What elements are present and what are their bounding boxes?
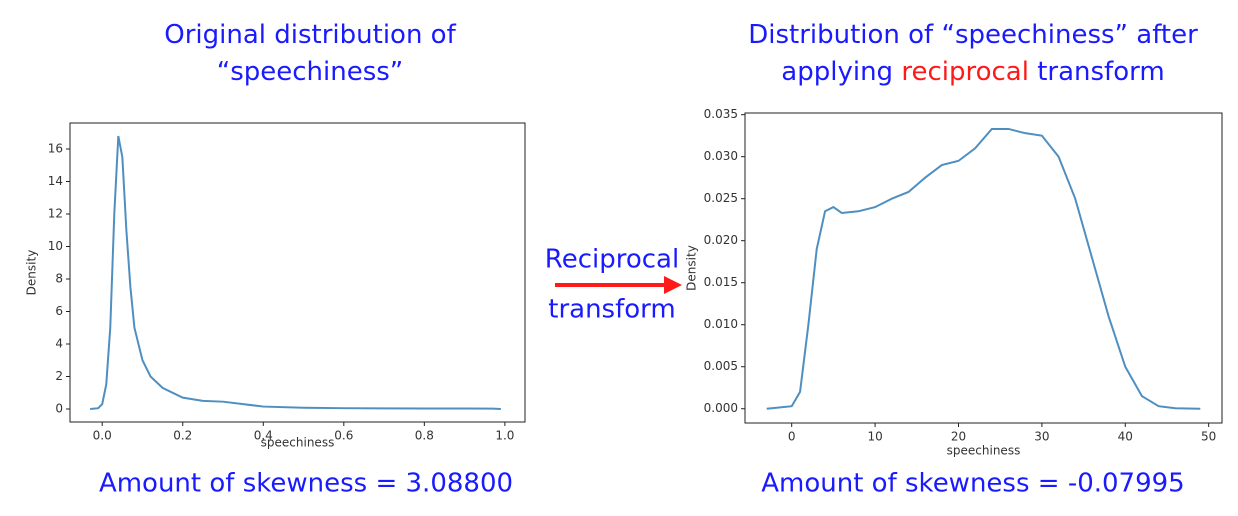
y-tick-label: 16 [48, 142, 63, 156]
plot-frame [69, 122, 526, 423]
title-part: Distribution of “speechiness” after appl… [748, 20, 1198, 87]
x-tick-label: 20 [951, 430, 966, 444]
x-tick-label: 0.4 [254, 429, 273, 443]
x-axis-label: speechiness [947, 444, 1021, 458]
y-tick-label: 0.010 [704, 317, 738, 331]
x-tick-label: 40 [1118, 430, 1133, 444]
x-tick-label: 0.6 [334, 429, 353, 443]
chart-title: Distribution of “speechiness” after appl… [730, 17, 1216, 91]
y-tick-label: 14 [48, 174, 63, 188]
x-tick-label: 50 [1201, 430, 1216, 444]
density-line [90, 135, 501, 410]
y-tick-label: 0.015 [704, 275, 738, 289]
x-tick-label: 0.0 [93, 429, 112, 443]
x-tick-label: 0 [788, 430, 796, 444]
x-tick-label: 0.8 [415, 429, 434, 443]
y-tick-label: 0.030 [704, 149, 738, 163]
x-tick-label: 30 [1034, 430, 1049, 444]
y-tick-label: 10 [48, 239, 63, 253]
y-tick-label: 2 [55, 369, 63, 383]
title-part: reciprocal [901, 57, 1029, 87]
skewness-annotation: Amount of skewness = 3.08800 [99, 469, 513, 499]
x-tick-label: 0.2 [173, 429, 192, 443]
density-line [766, 127, 1201, 410]
y-axis-label: Density [25, 250, 39, 296]
arrow-label: Reciprocal [545, 245, 679, 275]
y-tick-label: 0 [55, 402, 63, 416]
y-tick-label: 0.020 [704, 233, 738, 247]
y-tick-label: 6 [55, 304, 63, 318]
arrow-label: transform [548, 295, 675, 325]
x-axis-label: speechiness [261, 436, 335, 450]
chart-title: Original distribution of “speechiness” [164, 20, 456, 87]
x-tick-label: 10 [867, 430, 882, 444]
x-tick-label: 1.0 [495, 429, 514, 443]
title-part: transform [1028, 57, 1165, 87]
y-axis-label: Density [685, 245, 699, 291]
y-tick-label: 12 [48, 207, 63, 221]
skewness-annotation: Amount of skewness = -0.07995 [761, 469, 1184, 499]
y-tick-label: 0.000 [704, 401, 738, 415]
plot-frame [744, 112, 1223, 424]
y-tick-label: 0.025 [704, 191, 738, 205]
y-tick-label: 4 [55, 337, 63, 351]
y-tick-label: 0.035 [704, 107, 738, 121]
y-tick-label: 8 [55, 272, 63, 286]
arrow-head [664, 276, 682, 294]
y-tick-label: 0.005 [704, 359, 738, 373]
